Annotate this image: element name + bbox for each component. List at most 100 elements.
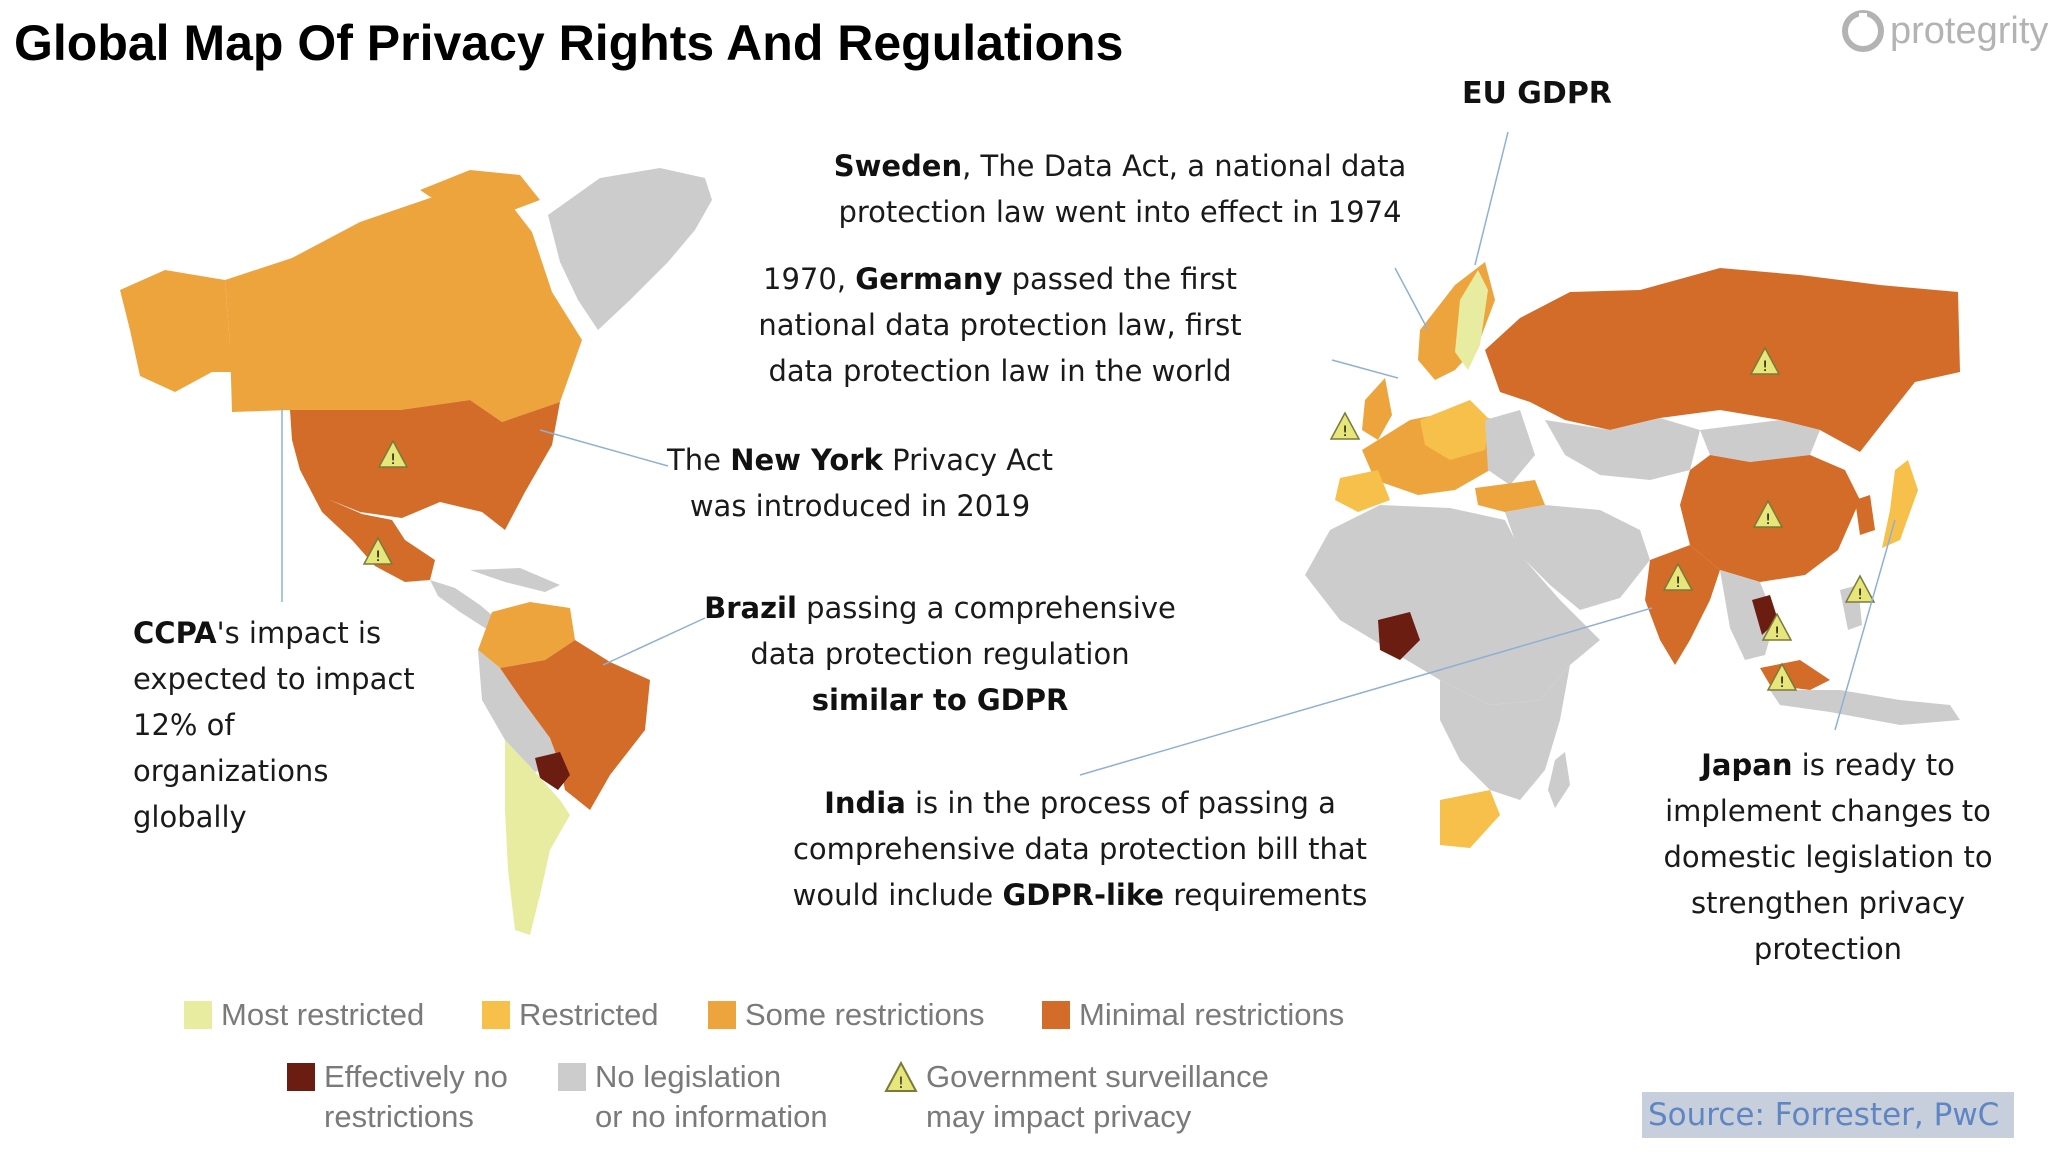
sweden-line-2: protection law went into effect in 1974 (838, 195, 1402, 229)
ccpa-line-3: 12% of (133, 708, 235, 742)
mongolia (1700, 420, 1820, 462)
japan-line-3: domestic legislation to (1663, 840, 1993, 874)
brazil-line-1: Brazil passing a comprehensive (704, 591, 1176, 625)
colombia-venezuela (478, 602, 575, 668)
india-line-1: India is in the process of passing a (824, 786, 1336, 820)
svg-text:!: ! (1779, 675, 1785, 691)
brazil-line-3: similar to GDPR (811, 683, 1069, 717)
swatch-minimal-restrictions (1042, 1001, 1070, 1029)
legend-surveillance: ! Government surveillance may impact priv… (884, 1057, 1269, 1137)
turkey (1475, 480, 1545, 512)
svg-text:!: ! (1765, 512, 1771, 528)
japan (1882, 460, 1918, 548)
eu-gdpr-label: EU GDPR (1462, 76, 1612, 111)
eastern-europe (1485, 410, 1535, 485)
india-line-3: would include GDPR-like requirements (792, 878, 1368, 912)
mexico (300, 470, 435, 582)
india (1645, 545, 1720, 665)
svg-text:!: ! (375, 549, 381, 565)
arctic-islands (420, 170, 540, 215)
svg-text:!: ! (1774, 625, 1780, 641)
svg-text:!: ! (1762, 359, 1768, 375)
newyork-line-1: The New York Privacy Act (667, 443, 1053, 477)
warning-icon-india: ! (1662, 562, 1694, 591)
germany-annotation: 1970, Germany passed the first national … (720, 256, 1280, 394)
japan-line-4: strengthen privacy (1690, 886, 1965, 920)
brazil-line-2: data protection regulation (750, 637, 1130, 671)
india-line-2: comprehensive data protection bill that (792, 832, 1368, 866)
central-europe (1420, 400, 1490, 460)
swatch-most-restricted (184, 1001, 212, 1029)
ccpa-line-2: expected to impact (133, 662, 415, 696)
warning-icon-russia: ! (1749, 346, 1781, 375)
brazil-annotation: Brazil passing a comprehensive data prot… (700, 585, 1180, 723)
nigeria (1378, 612, 1420, 660)
warning-icon-uk: ! (1329, 411, 1361, 440)
south-africa (1440, 790, 1500, 848)
legend-no-legislation: No legislation or no information (558, 1057, 828, 1137)
newyork-annotation: The New York Privacy Act was introduced … (660, 437, 1060, 529)
legend-most-restricted: Most restricted (184, 995, 424, 1035)
svg-text:!: ! (1675, 575, 1681, 591)
leader-line-india (1079, 607, 1653, 776)
japan-annotation: Japan is ready to implement changes to d… (1628, 742, 2028, 972)
central-america (430, 580, 500, 630)
protegrity-logo: protegrity (1840, 6, 2048, 56)
leader-line-eu (1474, 131, 1509, 266)
leader-lines (281, 131, 1896, 776)
warning-icon-usa: ! (377, 439, 409, 468)
japan-line-5: protection (1753, 932, 1903, 966)
uk (1362, 378, 1392, 440)
legend-minimal-restrictions: Minimal restrictions (1042, 995, 1344, 1035)
ccpa-line-5: globally (133, 800, 247, 834)
sweden (1455, 270, 1488, 370)
legend-effectively-no: Effectively no restrictions (287, 1057, 508, 1137)
middle-east (1505, 505, 1650, 610)
warning-triangle-icon: ! (884, 1061, 918, 1092)
svg-text:!: ! (390, 452, 396, 468)
caribbean (470, 568, 560, 592)
warning-icon-philippines: ! (1844, 574, 1876, 603)
madagascar (1548, 752, 1570, 808)
warning-icon-mexico: ! (362, 536, 394, 565)
ccpa-line-1: CCPA's impact is (133, 616, 382, 650)
central-asia (1545, 418, 1700, 480)
swatch-effectively-no (287, 1063, 315, 1091)
leader-line-newyork (539, 429, 669, 467)
iberia (1335, 470, 1390, 512)
svg-text:!: ! (1342, 424, 1348, 440)
warning-icons: ! ! ! ! ! ! ! ! ! (362, 346, 1876, 691)
protegrity-logo-icon (1842, 10, 1884, 52)
swatch-some-restrictions (708, 1001, 736, 1029)
japan-line-2: implement changes to (1665, 794, 1991, 828)
legend-restricted: Restricted (482, 995, 659, 1035)
leader-line-brazil (602, 617, 706, 666)
north-africa (1305, 505, 1600, 705)
protegrity-logo-text: protegrity (1890, 9, 2048, 52)
japan-line-1: Japan is ready to (1701, 748, 1955, 782)
india-annotation: India is in the process of passing a com… (760, 780, 1400, 918)
sweden-annotation: Sweden, The Data Act, a national data pr… (820, 143, 1420, 235)
southeast-asia (1720, 570, 1775, 660)
peru-bolivia (478, 650, 560, 772)
newyork-line-2: was introduced in 2019 (689, 489, 1031, 523)
svg-text:!: ! (898, 1073, 904, 1092)
leader-line-germany (1331, 359, 1399, 379)
indonesia-islands (1770, 690, 1960, 725)
svg-text:!: ! (1857, 587, 1863, 603)
russia (1485, 268, 1960, 452)
usa (290, 400, 560, 530)
germany-line-2: national data protection law, first (758, 308, 1242, 342)
swatch-no-legislation (558, 1063, 586, 1091)
argentina-chile (505, 740, 570, 935)
central-south-africa (1440, 665, 1570, 800)
germany-line-3: data protection law in the world (768, 354, 1232, 388)
brazil (500, 640, 650, 810)
warning-icon-thailand: ! (1761, 612, 1793, 641)
ccpa-annotation: CCPA's impact is expected to impact 12% … (133, 610, 453, 840)
canada (225, 188, 582, 422)
page-title: Global Map Of Privacy Rights And Regulat… (14, 15, 1124, 71)
leader-line-sweden (1394, 267, 1429, 331)
leader-line-japan (1834, 519, 1896, 731)
